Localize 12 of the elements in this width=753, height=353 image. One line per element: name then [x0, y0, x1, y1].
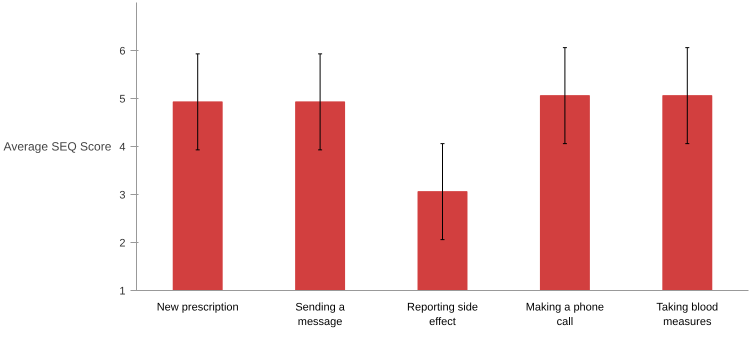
- x-tick-label: Reporting side effect: [407, 302, 478, 328]
- y-tick-label: 3: [119, 190, 126, 202]
- y-tick-label: 2: [119, 238, 126, 250]
- y-tick-label: 6: [119, 46, 126, 58]
- x-tick-label: Making a phone call: [526, 302, 604, 328]
- y-tick-label: 4: [119, 142, 126, 154]
- x-tick-label: New prescription: [156, 302, 239, 314]
- y-tick-label: 5: [119, 94, 126, 106]
- y-axis-title: Average SEQ Score: [4, 140, 112, 154]
- x-tick-label: Taking blood measures: [656, 302, 718, 328]
- y-tick-label: 1: [119, 286, 126, 298]
- x-tick-label: Sending a message: [295, 302, 346, 328]
